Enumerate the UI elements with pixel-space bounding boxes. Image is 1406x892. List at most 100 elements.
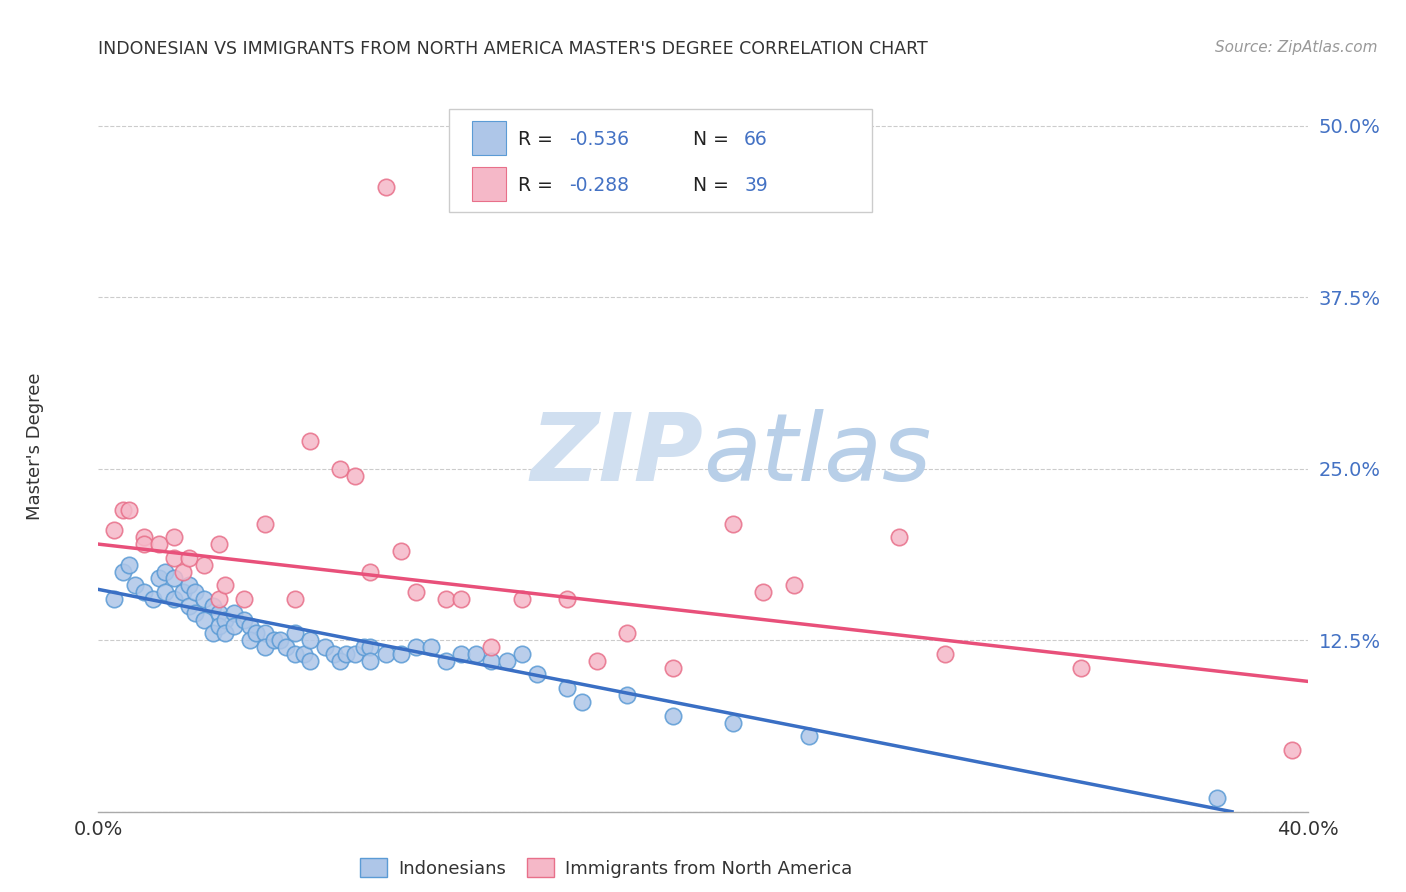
Point: [184, 606, 207, 620]
Point: [202, 599, 225, 613]
Point: [253, 516, 276, 531]
Point: [889, 530, 911, 544]
Point: [1070, 660, 1092, 674]
Point: [177, 550, 201, 565]
Point: [103, 592, 125, 607]
Point: [481, 640, 503, 654]
Point: [253, 626, 276, 640]
FancyBboxPatch shape: [472, 167, 506, 201]
Point: [118, 558, 141, 572]
Point: [284, 647, 307, 661]
Point: [299, 654, 322, 668]
Point: [360, 565, 382, 579]
Point: [752, 585, 775, 599]
Text: atlas: atlas: [703, 409, 931, 500]
Point: [571, 695, 593, 709]
Point: [329, 461, 352, 475]
Point: [510, 647, 533, 661]
Point: [239, 633, 262, 648]
Point: [450, 592, 472, 607]
Point: [314, 640, 336, 654]
Point: [797, 729, 820, 743]
Point: [142, 592, 165, 607]
Point: [353, 640, 375, 654]
Point: [193, 558, 215, 572]
Text: R =: R =: [517, 176, 558, 195]
Point: [782, 578, 804, 592]
Point: [360, 640, 382, 654]
Point: [172, 585, 194, 599]
Point: [299, 633, 322, 648]
Point: [510, 592, 533, 607]
Point: [239, 619, 262, 633]
Point: [118, 503, 141, 517]
Point: [163, 592, 186, 607]
Point: [344, 468, 367, 483]
Point: [299, 434, 322, 449]
Point: [163, 571, 186, 585]
Point: [616, 626, 638, 640]
Point: [208, 537, 231, 551]
Point: [153, 585, 176, 599]
Point: [323, 647, 346, 661]
Point: [184, 585, 207, 599]
Point: [389, 544, 412, 558]
Text: N =: N =: [693, 176, 735, 195]
Point: [163, 530, 186, 544]
Point: [405, 640, 427, 654]
Point: [616, 688, 638, 702]
Text: -0.288: -0.288: [569, 176, 628, 195]
Point: [1281, 743, 1303, 757]
Legend: Indonesians, Immigrants from North America: Indonesians, Immigrants from North Ameri…: [353, 851, 860, 885]
Point: [111, 565, 134, 579]
Point: [495, 654, 517, 668]
Point: [132, 530, 155, 544]
FancyBboxPatch shape: [449, 109, 872, 212]
Point: [586, 654, 609, 668]
Point: [148, 537, 170, 551]
Point: [661, 660, 683, 674]
Point: [284, 626, 307, 640]
Point: [193, 613, 215, 627]
Point: [292, 647, 315, 661]
Point: [111, 503, 134, 517]
Point: [721, 715, 744, 730]
Point: [934, 647, 956, 661]
Point: [132, 585, 155, 599]
Point: [208, 606, 231, 620]
Point: [214, 578, 236, 592]
Point: [405, 585, 427, 599]
Point: [274, 640, 297, 654]
Point: [284, 592, 307, 607]
Point: [208, 592, 231, 607]
Point: [269, 633, 291, 648]
Point: [224, 606, 246, 620]
FancyBboxPatch shape: [472, 120, 506, 155]
Text: Source: ZipAtlas.com: Source: ZipAtlas.com: [1215, 40, 1378, 55]
Point: [224, 619, 246, 633]
Text: 66: 66: [744, 130, 768, 149]
Point: [153, 565, 176, 579]
Point: [232, 613, 254, 627]
Point: [172, 565, 194, 579]
Point: [419, 640, 441, 654]
Point: [661, 708, 683, 723]
Point: [232, 592, 254, 607]
Point: [1206, 791, 1229, 805]
Point: [163, 550, 186, 565]
Point: [335, 647, 357, 661]
Point: [450, 647, 472, 661]
Point: [124, 578, 146, 592]
Point: [526, 667, 548, 681]
Point: [214, 613, 236, 627]
Point: [193, 592, 215, 607]
Point: [208, 619, 231, 633]
Point: [465, 647, 488, 661]
Point: [389, 647, 412, 661]
Point: [132, 537, 155, 551]
Point: [434, 654, 457, 668]
Point: [148, 571, 170, 585]
Text: ZIP: ZIP: [530, 409, 703, 501]
Point: [374, 647, 396, 661]
Point: [177, 599, 201, 613]
